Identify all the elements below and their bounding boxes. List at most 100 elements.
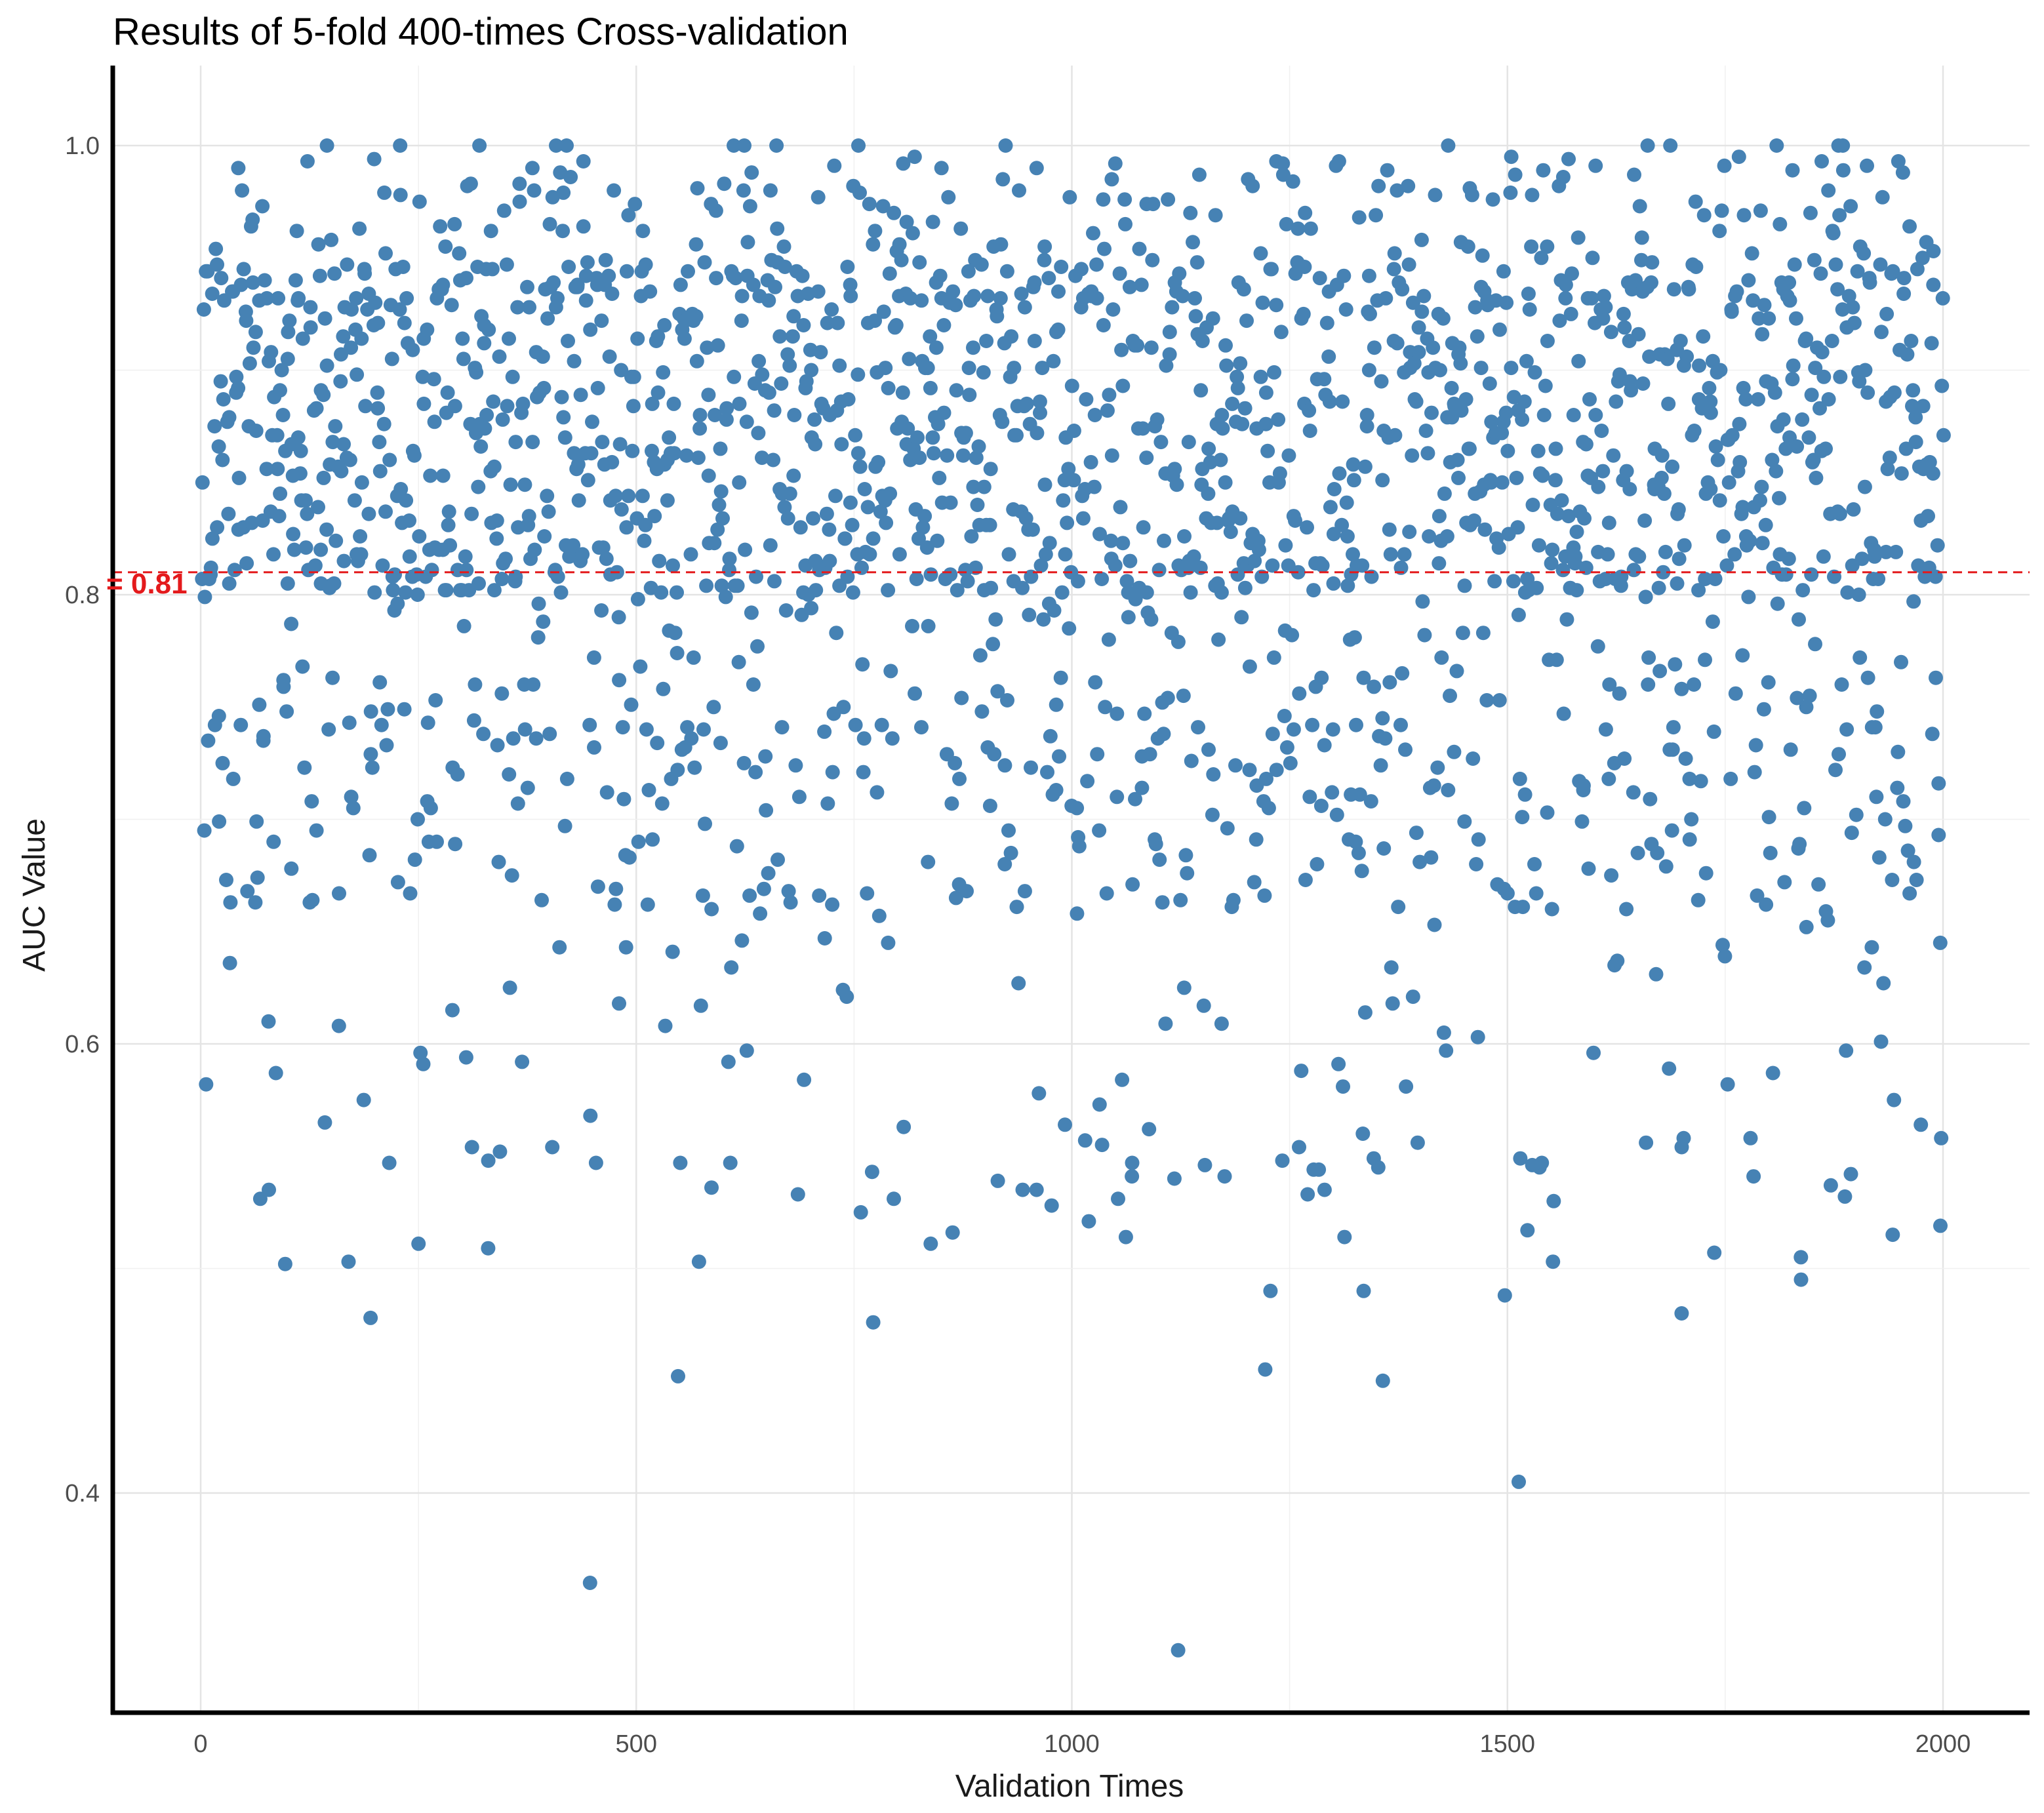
data-point bbox=[1302, 403, 1317, 418]
data-point bbox=[1527, 365, 1542, 380]
data-point bbox=[328, 419, 343, 434]
data-point bbox=[1554, 493, 1569, 508]
data-point bbox=[1601, 771, 1616, 786]
data-point bbox=[336, 553, 351, 568]
data-point bbox=[1111, 1191, 1125, 1206]
data-point bbox=[327, 576, 342, 591]
data-point bbox=[995, 414, 1010, 429]
data-point bbox=[811, 189, 826, 205]
data-point bbox=[612, 996, 626, 1011]
data-point bbox=[948, 890, 963, 906]
data-point bbox=[1795, 583, 1811, 598]
data-point bbox=[1466, 751, 1481, 766]
data-point bbox=[567, 353, 582, 369]
data-point bbox=[820, 315, 835, 330]
data-point bbox=[1234, 610, 1249, 625]
data-point bbox=[1351, 845, 1366, 860]
data-point bbox=[1265, 558, 1280, 573]
data-point bbox=[1626, 563, 1641, 578]
data-point bbox=[1137, 706, 1152, 721]
data-point bbox=[1644, 275, 1658, 290]
data-point bbox=[1022, 607, 1037, 622]
data-point bbox=[1267, 365, 1281, 380]
data-point bbox=[215, 755, 230, 770]
data-point bbox=[974, 704, 990, 719]
data-point bbox=[1162, 347, 1177, 362]
data-point bbox=[923, 329, 938, 344]
data-point bbox=[1723, 771, 1738, 786]
data-point bbox=[917, 509, 932, 524]
data-point bbox=[755, 450, 769, 466]
data-point bbox=[691, 1254, 706, 1269]
data-point bbox=[1761, 675, 1776, 690]
data-point bbox=[666, 396, 681, 411]
data-point bbox=[1070, 801, 1085, 816]
data-point bbox=[1428, 188, 1443, 203]
data-point bbox=[899, 214, 914, 229]
data-point bbox=[271, 509, 287, 524]
data-point bbox=[1813, 266, 1828, 281]
data-point bbox=[689, 353, 704, 369]
x-tick-label: 0 bbox=[193, 1730, 207, 1758]
data-point bbox=[919, 540, 934, 555]
data-point bbox=[1500, 886, 1515, 901]
data-point bbox=[851, 446, 866, 461]
data-point bbox=[1715, 938, 1730, 953]
data-point bbox=[1872, 850, 1887, 865]
data-point bbox=[1684, 812, 1699, 827]
data-point bbox=[1687, 424, 1702, 438]
data-point bbox=[349, 290, 364, 306]
data-point bbox=[1582, 392, 1597, 407]
data-point bbox=[1763, 845, 1778, 860]
data-point bbox=[650, 736, 665, 751]
data-point bbox=[1334, 517, 1350, 532]
data-point bbox=[1340, 529, 1355, 544]
data-point bbox=[727, 138, 741, 153]
data-point bbox=[281, 325, 296, 340]
data-point bbox=[1094, 1138, 1110, 1153]
data-point bbox=[1314, 670, 1329, 685]
data-point bbox=[1305, 717, 1320, 732]
data-point bbox=[1183, 585, 1198, 600]
data-point bbox=[309, 401, 324, 416]
data-point bbox=[813, 345, 828, 360]
data-point bbox=[416, 1056, 431, 1071]
data-point bbox=[1479, 693, 1494, 707]
data-point bbox=[1769, 464, 1784, 479]
data-point bbox=[311, 500, 325, 515]
data-point bbox=[1908, 435, 1923, 450]
data-point bbox=[1529, 886, 1544, 901]
data-point bbox=[696, 722, 711, 737]
data-point bbox=[1549, 652, 1564, 667]
data-point bbox=[1641, 650, 1656, 665]
data-point bbox=[1186, 235, 1200, 250]
data-point bbox=[1890, 780, 1905, 795]
data-point bbox=[504, 868, 519, 883]
data-point bbox=[1891, 154, 1906, 169]
data-point bbox=[1352, 210, 1367, 225]
data-point bbox=[506, 731, 521, 746]
data-point bbox=[1691, 583, 1706, 598]
data-point bbox=[1500, 443, 1515, 458]
data-point bbox=[1286, 722, 1301, 737]
data-point bbox=[683, 547, 698, 562]
data-point bbox=[405, 342, 420, 357]
data-point bbox=[346, 801, 361, 816]
data-point bbox=[1654, 470, 1669, 485]
data-point bbox=[1841, 289, 1856, 304]
data-point bbox=[1524, 239, 1539, 254]
data-point bbox=[1492, 693, 1507, 707]
data-point bbox=[1139, 585, 1154, 600]
data-point bbox=[1046, 353, 1061, 369]
data-point bbox=[1584, 290, 1599, 306]
data-point bbox=[940, 448, 955, 463]
data-point bbox=[1148, 837, 1163, 852]
data-point bbox=[1513, 1151, 1528, 1166]
data-point bbox=[1298, 205, 1313, 220]
data-point bbox=[1043, 728, 1058, 744]
data-point bbox=[692, 421, 708, 436]
data-point bbox=[1693, 774, 1708, 789]
data-point bbox=[671, 1368, 685, 1384]
data-point bbox=[1736, 208, 1752, 223]
data-point bbox=[332, 886, 346, 901]
